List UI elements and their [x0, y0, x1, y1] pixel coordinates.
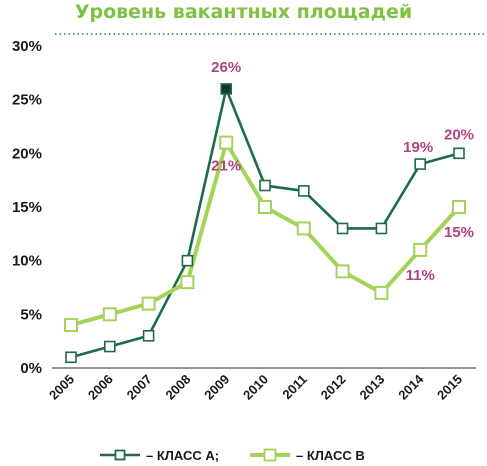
data-point-class-a	[336, 222, 349, 235]
data-point-class-a	[259, 179, 271, 192]
x-tick-label: 2007	[124, 372, 155, 403]
x-axis-ticks: 2005 2006 2007 2008 2009 2010 2011 2012 2013 2014…	[46, 371, 465, 403]
y-tick-label: 25%	[12, 92, 42, 109]
data-label: 19%	[403, 139, 433, 156]
series-line-class-a	[70, 87, 460, 359]
data-point-class-a	[220, 83, 232, 95]
x-tick-label: 2014	[395, 371, 427, 403]
x-tick-label: 2005	[46, 372, 77, 403]
data-point-class-a	[297, 185, 310, 197]
chart-series	[64, 83, 466, 364]
data-point-class-b	[413, 242, 428, 257]
x-tick-label: 2012	[318, 372, 349, 403]
x-tick-label: 2008	[162, 372, 193, 403]
legend-label-class-a: – КЛАСС А;	[146, 448, 219, 463]
data-label: 15%	[444, 224, 474, 241]
data-point-class-b	[258, 200, 272, 214]
data-point-class-b	[374, 285, 389, 300]
chart-title: Уровень вакантных площадей	[74, 1, 413, 23]
y-tick-label: 5%	[20, 306, 42, 323]
y-tick-label: 30%	[12, 38, 42, 55]
data-labels: 26% 21% 19% 20% 11% 15%	[211, 59, 474, 284]
legend-swatch-marker	[114, 449, 126, 461]
legend: – КЛАСС А; – КЛАСС В	[100, 448, 365, 463]
data-point-class-a	[142, 329, 155, 342]
data-label: 26%	[211, 59, 241, 76]
x-tick-label: 2011	[279, 372, 310, 403]
legend-swatch-marker	[263, 448, 277, 462]
y-axis-ticks: 0% 5% 10% 15% 20% 25% 30%	[12, 38, 42, 377]
y-tick-label: 10%	[12, 253, 42, 270]
legend-label-class-b: – КЛАСС В	[296, 448, 365, 463]
y-tick-label: 20%	[12, 145, 42, 162]
data-point-class-b	[452, 200, 466, 214]
data-point-class-a	[65, 351, 77, 364]
data-point-class-b	[180, 275, 195, 290]
data-point-class-b	[141, 296, 156, 311]
x-tick-label: 2013	[356, 372, 387, 403]
x-tick-label: 2009	[201, 372, 232, 403]
y-tick-label: 15%	[12, 199, 42, 216]
data-point-class-a	[414, 158, 427, 170]
data-point-class-a	[104, 340, 116, 353]
data-point-class-a	[453, 147, 465, 160]
data-point-class-b	[102, 307, 117, 322]
data-point-class-a	[375, 222, 388, 235]
y-tick-label: 0%	[20, 360, 42, 377]
data-point-class-b	[296, 221, 311, 236]
data-point-class-b	[64, 318, 78, 333]
x-tick-label: 2010	[240, 372, 271, 403]
data-label: 21%	[211, 158, 241, 175]
x-tick-label: 2006	[85, 372, 116, 403]
data-point-class-b	[219, 135, 234, 150]
data-point-class-b	[335, 264, 350, 279]
data-label: 20%	[444, 126, 474, 143]
data-point-class-a	[181, 254, 194, 267]
data-label: 11%	[406, 267, 435, 284]
series-line-class-b	[70, 140, 461, 327]
x-tick-label: 2015	[434, 372, 465, 403]
